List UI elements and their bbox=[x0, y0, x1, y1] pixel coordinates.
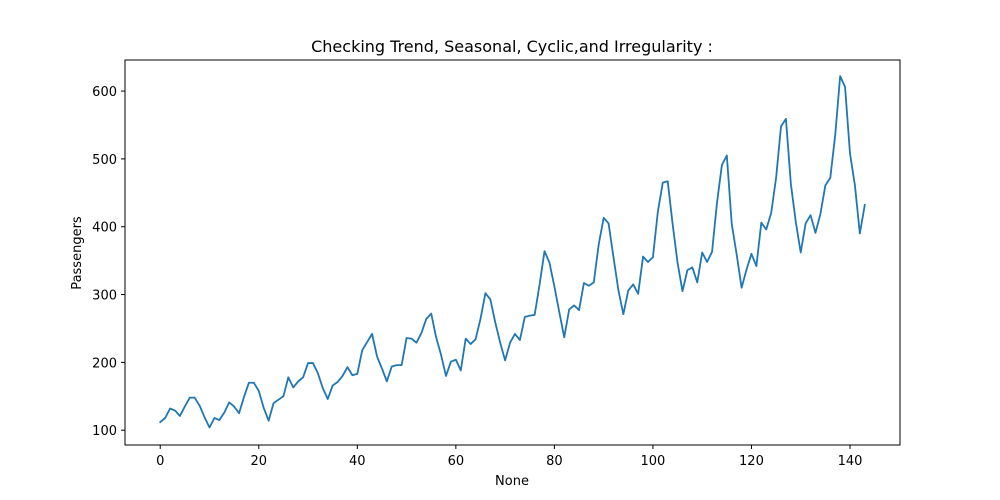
x-tick-label: 40 bbox=[349, 454, 366, 469]
chart-title: Checking Trend, Seasonal, Cyclic,and Irr… bbox=[311, 37, 713, 56]
y-tick-label: 100 bbox=[92, 424, 117, 439]
y-axis-label: Passengers bbox=[70, 216, 85, 290]
series-line bbox=[158, 75, 866, 429]
x-tick-label: 140 bbox=[838, 454, 863, 469]
y-tick-label: 500 bbox=[92, 153, 117, 168]
x-tick-label: 60 bbox=[448, 454, 465, 469]
y-tick-label: 200 bbox=[92, 356, 117, 371]
x-axis-label: None bbox=[495, 474, 529, 489]
x-tick-label: 20 bbox=[250, 454, 267, 469]
x-tick-label: 120 bbox=[739, 454, 764, 469]
y-tick-label: 400 bbox=[92, 221, 117, 236]
plot-frame bbox=[124, 59, 901, 446]
x-tick-label: 0 bbox=[156, 454, 164, 469]
y-tick-label: 300 bbox=[92, 289, 117, 304]
y-axis-ticks: 100 200 300 400 500 600 bbox=[92, 85, 125, 439]
x-tick-label: 100 bbox=[641, 454, 666, 469]
x-tick-label: 80 bbox=[546, 454, 563, 469]
x-axis-ticks: 0 20 40 60 80 100 120 140 bbox=[156, 445, 862, 469]
y-tick-label: 600 bbox=[92, 85, 117, 100]
